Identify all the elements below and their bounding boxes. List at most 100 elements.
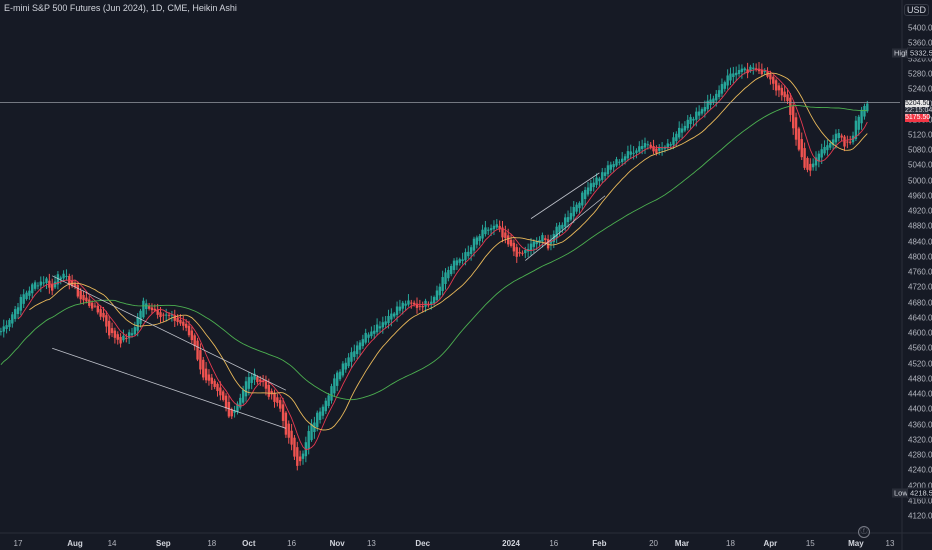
- candle-body: [333, 378, 336, 394]
- ma-slow-line: [0, 105, 868, 401]
- candle-body: [672, 137, 675, 145]
- candle-body: [478, 236, 481, 242]
- candle-body: [273, 392, 276, 402]
- trend-line-upper-1: [52, 275, 287, 391]
- time-tick-label: Sep: [156, 539, 171, 548]
- price-tick-label: 4920.00: [908, 206, 932, 216]
- candle-body: [772, 76, 775, 84]
- candle-body: [854, 120, 858, 139]
- candle-body: [792, 106, 795, 129]
- candle-body: [666, 143, 669, 148]
- candle-body: [649, 144, 652, 148]
- candle-body: [575, 204, 578, 212]
- candle-body: [150, 307, 154, 311]
- ma-mid-line: [29, 72, 868, 431]
- candle-body: [720, 84, 724, 94]
- candle-body: [36, 285, 40, 287]
- candle-body: [797, 128, 801, 150]
- price-tick-label: 4440.00: [908, 389, 932, 399]
- candle-body: [33, 282, 37, 289]
- trend-line-lower-1: [52, 347, 287, 429]
- candle-body: [5, 325, 8, 330]
- candle-body: [224, 395, 228, 409]
- candle-body: [660, 148, 664, 150]
- price-tick-label: 5240.00: [908, 84, 932, 94]
- candle-body: [415, 303, 419, 308]
- candle-body: [219, 387, 222, 396]
- price-tick-label: 4400.00: [908, 404, 932, 414]
- candle-body: [549, 240, 553, 244]
- candle-body: [598, 178, 601, 182]
- candle-body: [558, 225, 561, 233]
- candle-body: [375, 324, 379, 333]
- candle-body: [193, 335, 196, 347]
- candle-body: [11, 314, 14, 324]
- candle-body: [783, 91, 786, 98]
- currency-button[interactable]: USD: [904, 4, 930, 16]
- candle-body: [626, 151, 630, 159]
- candle-body: [555, 226, 558, 239]
- candle-body: [601, 172, 604, 180]
- candle-body: [843, 136, 846, 147]
- candle-body: [159, 312, 162, 318]
- candle-body: [697, 111, 701, 116]
- candle-body: [615, 159, 618, 166]
- candle-body: [390, 313, 393, 320]
- candle-body: [498, 225, 501, 230]
- candle-body: [635, 150, 638, 153]
- candle-body: [777, 85, 781, 91]
- candle-body: [581, 192, 584, 206]
- candle-body: [507, 235, 510, 245]
- candle-body: [287, 423, 290, 438]
- price-tick-label: 5000.00: [908, 176, 932, 185]
- candle-body: [85, 297, 88, 302]
- candle-body: [364, 332, 367, 343]
- candle-body: [190, 330, 194, 341]
- candle-body: [259, 379, 262, 382]
- candle-body: [857, 116, 860, 130]
- candle-body: [518, 251, 521, 254]
- candle-body: [16, 307, 20, 315]
- candle-body: [361, 339, 365, 347]
- candle-body: [307, 431, 310, 450]
- low-label: Low: [892, 488, 910, 498]
- candle-body: [430, 301, 433, 305]
- trend-line-channel-bottom: [525, 195, 606, 261]
- candle-body: [165, 314, 168, 316]
- candle-body: [623, 156, 627, 161]
- candle-body: [187, 325, 191, 336]
- candle-body: [467, 251, 470, 257]
- candle-body: [811, 163, 815, 168]
- candle-body: [441, 277, 444, 291]
- candle-body: [0, 331, 3, 333]
- candle-body: [572, 206, 575, 217]
- candle-body: [846, 141, 849, 143]
- candle-body: [59, 277, 62, 280]
- candle-body: [139, 310, 142, 324]
- tradingview-logo-icon[interactable]: ⓕ: [858, 526, 870, 538]
- candle-body: [683, 125, 687, 131]
- candle-body: [472, 238, 476, 251]
- candle-body: [73, 283, 77, 287]
- candle-body: [236, 403, 239, 412]
- candle-body: [541, 235, 544, 242]
- candle-body: [353, 351, 356, 357]
- high-value: 5332.50: [907, 47, 932, 59]
- price-tick-label: 4200.00: [908, 481, 932, 490]
- candle-body: [244, 381, 248, 397]
- candle-body: [53, 281, 57, 288]
- candle-body: [267, 384, 270, 397]
- candle-body: [256, 376, 259, 383]
- candle-body: [8, 319, 11, 328]
- time-tick-label: 15: [805, 539, 815, 548]
- candle-body: [529, 243, 533, 251]
- candle-body: [125, 338, 128, 340]
- candle-body: [484, 227, 487, 235]
- candle-body: [794, 117, 798, 140]
- time-tick-label: Mar: [674, 539, 690, 548]
- candle-body: [509, 239, 513, 246]
- price-tick-label: 4600.00: [908, 328, 932, 338]
- candle-body: [79, 290, 82, 300]
- candle-body: [495, 224, 498, 228]
